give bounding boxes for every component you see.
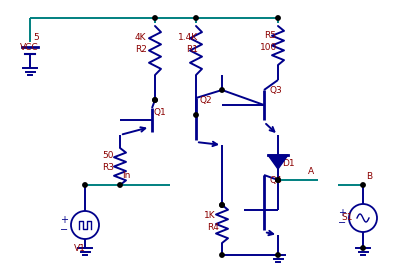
Text: +: + bbox=[338, 208, 346, 218]
Text: VCC: VCC bbox=[20, 42, 38, 52]
Text: D1: D1 bbox=[282, 158, 294, 167]
Circle shape bbox=[220, 88, 224, 92]
Circle shape bbox=[276, 16, 280, 20]
Circle shape bbox=[153, 16, 157, 20]
Text: Q4: Q4 bbox=[270, 175, 283, 184]
Text: Q2: Q2 bbox=[200, 95, 213, 105]
Circle shape bbox=[83, 183, 87, 187]
Circle shape bbox=[118, 183, 122, 187]
Text: V1: V1 bbox=[74, 244, 86, 253]
Text: A: A bbox=[308, 167, 314, 176]
Circle shape bbox=[220, 203, 224, 207]
Text: Q1: Q1 bbox=[154, 107, 167, 117]
Text: R5: R5 bbox=[264, 32, 276, 40]
Circle shape bbox=[220, 203, 224, 207]
Text: 50: 50 bbox=[102, 151, 114, 160]
Circle shape bbox=[153, 98, 157, 102]
Text: Q3: Q3 bbox=[270, 85, 283, 95]
Text: −: − bbox=[338, 218, 346, 228]
Text: 1.4K: 1.4K bbox=[178, 33, 198, 42]
Circle shape bbox=[361, 183, 365, 187]
Text: −: − bbox=[60, 225, 68, 235]
Text: R3: R3 bbox=[102, 163, 114, 172]
Text: In: In bbox=[122, 171, 130, 180]
Text: 4K: 4K bbox=[135, 33, 146, 42]
Text: S1: S1 bbox=[341, 213, 353, 222]
Text: B: B bbox=[366, 172, 372, 181]
Polygon shape bbox=[268, 155, 288, 169]
Circle shape bbox=[194, 16, 198, 20]
Text: +: + bbox=[60, 215, 68, 225]
Text: 5: 5 bbox=[33, 32, 39, 42]
Circle shape bbox=[276, 178, 280, 182]
Text: R1: R1 bbox=[186, 45, 198, 54]
Circle shape bbox=[220, 253, 224, 257]
Text: R2: R2 bbox=[135, 45, 147, 54]
Text: 100: 100 bbox=[260, 42, 277, 52]
Circle shape bbox=[153, 98, 157, 102]
Circle shape bbox=[194, 113, 198, 117]
Text: 1K: 1K bbox=[204, 210, 216, 220]
Circle shape bbox=[276, 253, 280, 257]
Circle shape bbox=[276, 178, 280, 182]
Text: R4: R4 bbox=[207, 222, 219, 232]
Circle shape bbox=[361, 246, 365, 250]
